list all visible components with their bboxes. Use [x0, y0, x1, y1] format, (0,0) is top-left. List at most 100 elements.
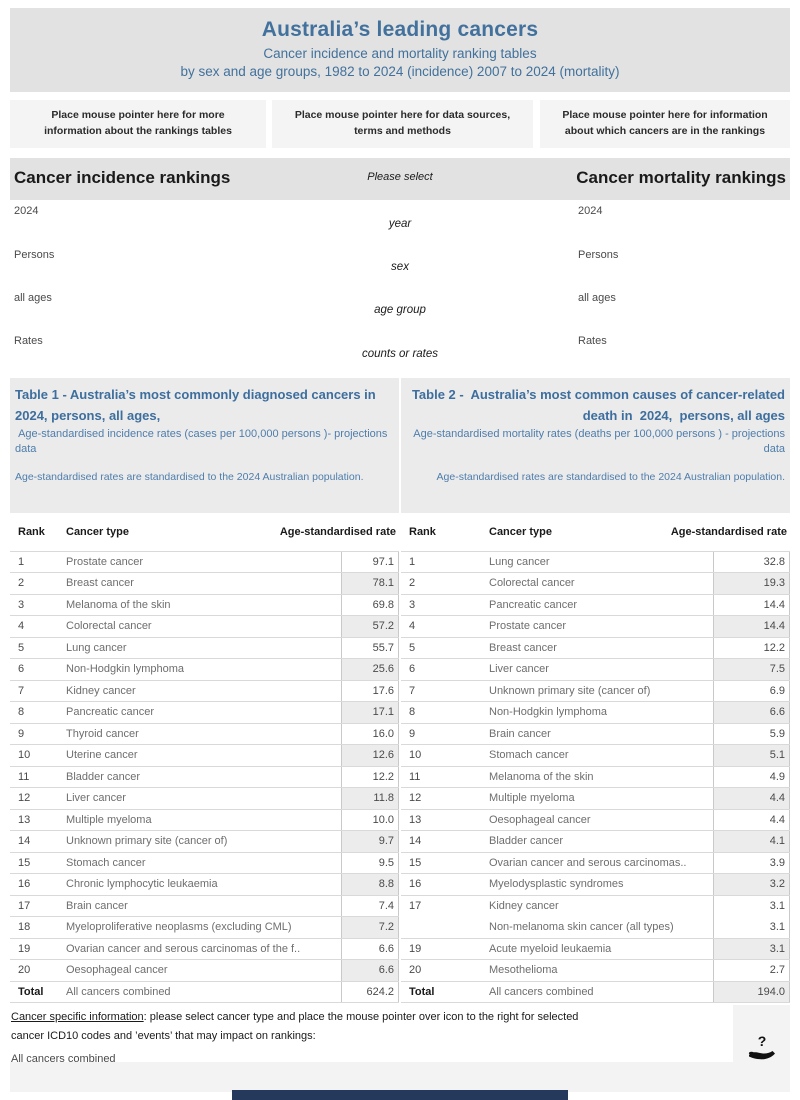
rank-cell: 17: [409, 900, 422, 913]
table-row[interactable]: 8 Pancreatic cancer 17.1: [10, 702, 399, 724]
info-box-rankings-tables[interactable]: Place mouse pointer here for more inform…: [10, 100, 266, 148]
mortality-sex-dropdown[interactable]: Persons: [578, 249, 619, 261]
table-row[interactable]: 9 Brain cancer 5.9: [401, 723, 790, 745]
table-row[interactable]: 5 Breast cancer 12.2: [401, 637, 790, 659]
incidence-year-dropdown[interactable]: 2024: [14, 205, 39, 217]
cancer-type-cell: Oesophageal cancer: [66, 964, 168, 977]
rate-column-header: Age-standardised rate: [279, 525, 396, 538]
table-row[interactable]: 15 Ovarian cancer and serous carcinomas..…: [401, 852, 790, 874]
table-row[interactable]: Non-melanoma skin cancer (all types) 3.1: [401, 917, 790, 939]
table-total-row[interactable]: Total All cancers combined 194.0: [401, 981, 790, 1003]
table-row[interactable]: 20 Mesothelioma 2.7: [401, 960, 790, 982]
rank-cell: 2: [409, 577, 416, 590]
table-row[interactable]: 3 Melanoma of the skin 69.8: [10, 594, 399, 616]
table-row[interactable]: 15 Stomach cancer 9.5: [10, 852, 399, 874]
info-box-data-sources[interactable]: Place mouse pointer here for data source…: [272, 100, 533, 148]
table-row[interactable]: 16 Chronic lymphocytic leukaemia 8.8: [10, 874, 399, 896]
table-total-row[interactable]: Total All cancers combined 624.2: [10, 981, 399, 1003]
info-box-row: Place mouse pointer here for more inform…: [10, 100, 790, 148]
table-row[interactable]: 8 Non-Hodgkin lymphoma 6.6: [401, 702, 790, 724]
rate-cell: 7.2: [341, 917, 399, 938]
table-row[interactable]: 17 Kidney cancer 3.1: [401, 895, 790, 917]
table-row[interactable]: 2 Colorectal cancer 19.3: [401, 573, 790, 595]
mortality-age-group-dropdown[interactable]: all ages: [578, 292, 616, 304]
table-row[interactable]: 19 Ovarian cancer and serous carcinomas o…: [10, 938, 399, 960]
cancer-specific-info-label: Cancer specific information: [11, 1011, 144, 1023]
rate-cell: 624.2: [341, 981, 399, 1002]
rate-cell: 78.1: [341, 573, 399, 594]
rank-cell: 14: [409, 835, 422, 848]
table-row[interactable]: 12 Multiple myeloma 4.4: [401, 788, 790, 810]
cancer-type-cell: Stomach cancer: [66, 856, 146, 869]
cancer-type-cell: Unknown primary site (cancer of): [66, 835, 228, 848]
cancer-type-cell: Chronic lymphocytic leukaemia: [66, 878, 218, 891]
table-row[interactable]: 1 Prostate cancer 97.1: [10, 551, 399, 573]
incidence-rankings-title: Cancer incidence rankings: [14, 168, 231, 187]
incidence-age-group-dropdown[interactable]: all ages: [14, 292, 52, 304]
table-row[interactable]: 14 Unknown primary site (cancer of) 9.7: [10, 831, 399, 853]
table-row[interactable]: 17 Brain cancer 7.4: [10, 895, 399, 917]
rank-column-header: Rank: [18, 525, 45, 538]
cancer-type-selector[interactable]: All cancers combined: [11, 1052, 116, 1065]
rate-column-header: Age-standardised rate: [670, 525, 787, 538]
rate-cell: 32.8: [713, 551, 790, 572]
table-row[interactable]: 3 Pancreatic cancer 14.4: [401, 594, 790, 616]
cancer-type-cell: Stomach cancer: [489, 749, 569, 762]
selector-band: Cancer incidence rankings Please select …: [10, 158, 790, 200]
incidence-table-panel: Table 1 - Australia’s most commonly diag…: [10, 378, 399, 1003]
info-box-cancers-in-rankings[interactable]: Place mouse pointer here for information…: [540, 100, 790, 148]
rate-cell: 10.0: [341, 809, 399, 830]
rate-cell: 7.5: [713, 659, 790, 680]
table-row[interactable]: 7 Unknown primary site (cancer of) 6.9: [401, 680, 790, 702]
table-row[interactable]: 6 Non-Hodgkin lymphoma 25.6: [10, 659, 399, 681]
table-row[interactable]: 14 Bladder cancer 4.1: [401, 831, 790, 853]
rate-cell: 12.2: [341, 766, 399, 787]
footer-line-1-rest: : please select cancer type and place th…: [143, 1011, 579, 1023]
table-row[interactable]: 4 Colorectal cancer 57.2: [10, 616, 399, 638]
table-row[interactable]: 1 Lung cancer 32.8: [401, 551, 790, 573]
rate-cell: 6.6: [341, 960, 399, 981]
mortality-counts-or-rates-dropdown[interactable]: Rates: [578, 335, 607, 347]
rank-cell: 15: [409, 856, 422, 869]
rank-cell: 15: [18, 856, 31, 869]
incidence-sex-dropdown[interactable]: Persons: [14, 249, 55, 261]
table-row[interactable]: 7 Kidney cancer 17.6: [10, 680, 399, 702]
rank-cell: 8: [18, 706, 25, 719]
cancer-info-hover-target[interactable]: ?: [733, 1005, 790, 1092]
table-row[interactable]: 9 Thyroid cancer 16.0: [10, 723, 399, 745]
table-row[interactable]: 13 Multiple myeloma 10.0: [10, 809, 399, 831]
cancer-type-cell: All cancers combined: [66, 985, 171, 998]
please-select-label: Please select: [367, 171, 433, 183]
mortality-year-dropdown[interactable]: 2024: [578, 205, 603, 217]
cancer-type-cell: Unknown primary site (cancer of): [489, 684, 651, 697]
svg-text:?: ?: [757, 1034, 766, 1049]
cancer-type-cell: Lung cancer: [489, 555, 550, 568]
rank-cell: 8: [409, 706, 416, 719]
table-row[interactable]: 4 Prostate cancer 14.4: [401, 616, 790, 638]
table-row[interactable]: 13 Oesophageal cancer 4.4: [401, 809, 790, 831]
counts-or-rates-param-label: counts or rates: [361, 348, 439, 360]
table-row[interactable]: 6 Liver cancer 7.5: [401, 659, 790, 681]
table-row[interactable]: 19 Acute myeloid leukaemia 3.1: [401, 938, 790, 960]
table-row[interactable]: 2 Breast cancer 78.1: [10, 573, 399, 595]
incidence-counts-or-rates-dropdown[interactable]: Rates: [14, 335, 43, 347]
cancer-type-cell: Non-melanoma skin cancer (all types): [489, 921, 674, 934]
rate-cell: 12.2: [713, 637, 790, 658]
table-row[interactable]: 10 Uterine cancer 12.6: [10, 745, 399, 767]
rank-cell: 11: [18, 770, 30, 783]
table-row[interactable]: 11 Melanoma of the skin 4.9: [401, 766, 790, 788]
page-title: Australia’s leading cancers: [261, 18, 539, 41]
rate-cell: 4.1: [713, 831, 790, 852]
table-row[interactable]: 20 Oesophageal cancer 6.6: [10, 960, 399, 982]
rate-cell: 14.4: [713, 616, 790, 637]
table-row[interactable]: 12 Liver cancer 11.8: [10, 788, 399, 810]
table-row[interactable]: 10 Stomach cancer 5.1: [401, 745, 790, 767]
table-row[interactable]: 11 Bladder cancer 12.2: [10, 766, 399, 788]
horizontal-scrollbar-thumb[interactable]: [232, 1090, 568, 1100]
info-box-gap: [533, 100, 540, 148]
table-row[interactable]: 16 Myelodysplastic syndromes 3.2: [401, 874, 790, 896]
table-row[interactable]: 18 Myeloproliferative neoplasms (excludin…: [10, 917, 399, 939]
cancer-type-cell: Oesophageal cancer: [489, 813, 591, 826]
table-row[interactable]: 5 Lung cancer 55.7: [10, 637, 399, 659]
rate-cell: 2.7: [713, 960, 790, 981]
